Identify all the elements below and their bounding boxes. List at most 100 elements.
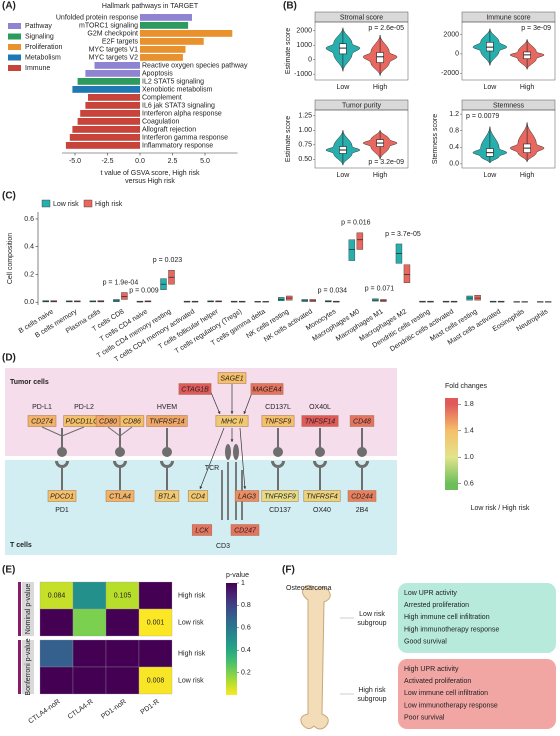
panel-label: (D) [2,353,16,364]
summary-item: Low immunotherapy response [404,702,498,709]
plot-frame [461,21,556,81]
row-label: High risk [178,650,206,657]
summary-item: High UPR activity [404,666,459,673]
p-value: p = 3e-09 [521,25,551,32]
legend-swatch [8,33,21,40]
x-tick-label: Low [336,84,350,91]
tcell-band [5,460,397,555]
bar-label: Allograft rejection [142,126,196,133]
bar-label: mTORC1 signaling [79,22,138,29]
tumor-band [5,368,397,456]
x-tick-label: Low [483,84,497,91]
colorbar-tick-label: 0.6 [464,480,474,487]
gene-alias: OX40 [313,507,331,514]
colorbar-tick-label: 0.6 [241,625,251,632]
gene-label: TNFRSF4 [306,493,338,500]
group-label: Nominal p-value [25,584,32,635]
bar [77,78,140,85]
gene-alias: HVEM [157,404,177,411]
arrow [239,427,246,490]
heat-cell [39,666,74,695]
x-tick-label: -5.0 [69,158,81,165]
colorbar [445,398,458,490]
bar [140,54,183,61]
bar-label: MYC targets V1 [89,46,139,53]
strip-title: Stemness [493,102,525,109]
heat-cell [138,581,173,610]
box [339,43,347,55]
y-tick-label: 0.4 [24,244,34,251]
ligand-head [162,447,172,457]
group-strip [22,640,34,694]
arrow [199,427,225,490]
y-tick-label: -2000 [441,70,459,77]
panel-label: (A) [2,1,16,12]
ligand-head [57,447,67,457]
receptor-cup [271,461,285,468]
bar-label: Inflammatory response [142,142,213,149]
box [356,232,364,250]
gene-alias: PD-L2 [74,404,94,411]
receptor-cup [160,461,174,468]
y-tick-label: 0.6 [24,216,34,223]
heat-cell [72,608,107,637]
summary-item: High immunotherapy response [404,626,499,633]
legend-swatch [8,23,21,29]
summary-item: Low immune cell infiltration [404,690,488,697]
x-tick-label: High [373,172,388,179]
ligand-head [315,447,325,457]
panel-label: (F) [282,565,295,576]
group-label: subgroup [357,696,386,703]
heat-cell [105,608,140,637]
gene-box [146,415,188,427]
complex-label: CD3 [216,543,230,550]
legend-swatch [8,65,21,71]
column-label: CTLA4-R [67,698,95,720]
heat-cell [72,639,107,668]
arrow-head [230,439,234,442]
gene-label: CTAG1B [181,386,209,393]
box [376,52,384,63]
ligand-head [115,447,125,457]
colorbar-tick-label: 0.2 [241,669,251,676]
cell-label: 0.008 [147,677,165,684]
tcr [225,444,231,460]
summary-item: High immune cell infiltration [404,614,490,621]
gene-box [234,490,260,502]
gene-box [215,415,249,427]
bar-label: G2M checkpoint [87,30,138,37]
gene-label: CD4 [191,493,205,500]
colorbar-title: p-value [226,572,249,579]
colorbar-tick-label: 0.4 [241,647,251,654]
p-value: p = 0.034 [318,287,347,294]
ligand-head [357,447,367,457]
x-tick-label: 0.0 [135,158,145,165]
y-tick-label: -1000 [294,71,312,78]
arrow-head [243,486,247,489]
arrow-head [199,486,203,489]
y-tick-label: 0.75 [298,142,312,149]
receptor-cup [55,461,69,468]
summary-box [398,659,556,729]
bar [72,86,140,93]
gene-label: SAGE1 [220,375,243,382]
legend-label: Pathway [25,23,52,30]
y-axis-label: Estimate score [285,116,292,162]
x-tick-label: Low [336,172,350,179]
arrow-head [217,411,221,414]
receptor-cup [113,461,127,468]
colorbar [226,583,237,695]
cell-label: 0.105 [114,592,132,599]
x-axis-label: t value of GSVA score, High risk [100,170,200,177]
summary-title: Osteosarcoma [286,585,332,592]
gene-label: LAG3 [238,493,256,500]
summary-item: Good survival [404,639,447,646]
gene-box [178,383,212,395]
gene-box [187,490,209,502]
group-label: subgroup [357,620,386,627]
row-label: Low risk [178,677,204,684]
bone [300,585,331,730]
box [121,292,128,300]
heat-cell [138,666,173,695]
gene-label: CD244 [351,493,373,500]
